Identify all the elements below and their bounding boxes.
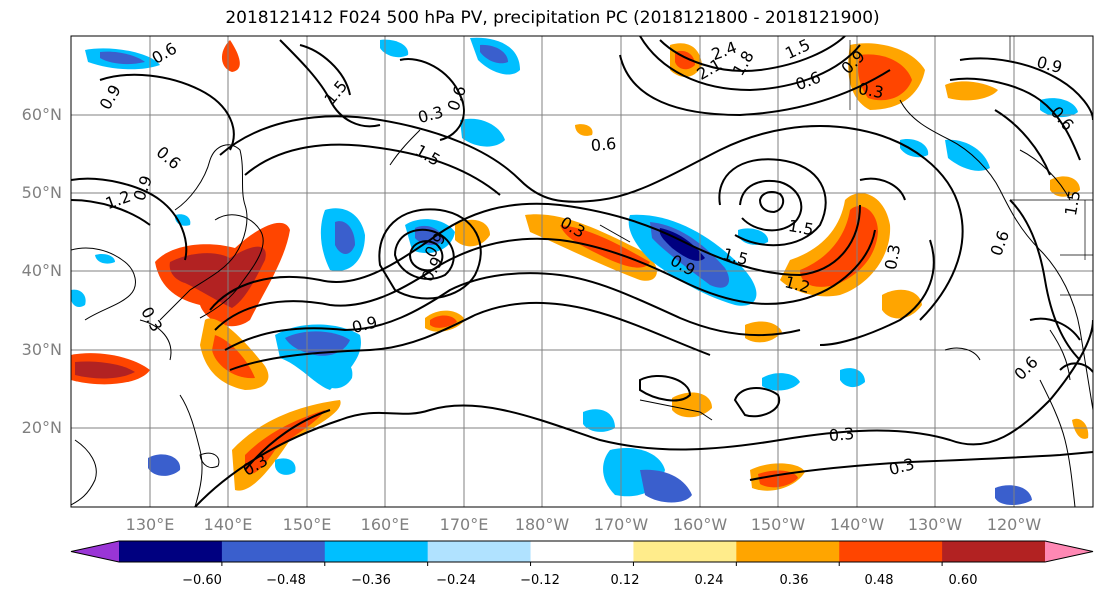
colorbar-outline [70,540,1094,563]
coastlines [71,99,1093,507]
pv-contours [71,36,1093,507]
colorbar-tick-label: 0.36 [779,573,809,588]
map-panel: 0.6 0.9 1.5 0.3 0.6 1.2 0.9 0.6 0.3 0.9 … [71,36,1093,507]
contour-label: 0.6 [590,134,617,155]
contour-label: 1.5 [787,216,815,239]
colorbar-extend-min [71,541,119,562]
map-frame [70,35,1094,508]
colorbar-tick-label: −0.12 [520,573,560,588]
contour-label: 0.3 [828,424,855,445]
map-title: 2018121412 F024 500 hPa PV, precipitatio… [225,8,880,28]
colorbar-segment [427,541,532,562]
colorbar-tick-label: 0.24 [694,573,724,588]
lon-label: 170°W [593,515,649,534]
contour-label: 0.3 [857,79,885,102]
colorbar-tick-label: 0.60 [948,573,978,588]
lon-label: 170°E [439,515,489,534]
lon-label: 180°W [514,515,570,534]
colorbar-tick-label: −0.24 [436,573,476,588]
colorbar [70,540,1094,566]
colorbar-tick-label: −0.36 [351,573,391,588]
colorbar-segment [633,541,737,562]
contour-label: 1.5 [1061,189,1084,217]
precip-shading [71,37,1089,506]
lon-label: 130°E [125,515,175,534]
colorbar-segment [119,541,223,562]
colorbar-extend-max [1045,541,1093,562]
lon-label: 140°W [829,515,885,534]
colorbar-segment [942,541,1046,562]
lon-label: 150°W [750,515,806,534]
colorbar-tick-label: 0.48 [864,573,894,588]
lon-label: 140°E [203,515,253,534]
colorbar-segment [839,541,943,562]
colorbar-segment [324,541,429,562]
lon-label: 120°W [986,515,1042,534]
political-borders [849,36,1093,296]
colorbar-tick-label: −0.60 [182,573,222,588]
lat-label: 30°N [21,340,62,359]
colorbar-tick-label: 0.12 [610,573,640,588]
lon-label: 150°E [282,515,332,534]
colorbar-segment [221,541,326,562]
lon-label: 130°W [907,515,963,534]
lat-label: 60°N [21,105,62,124]
colorbar-segment [530,541,634,562]
colorbar-tick-label: −0.48 [266,573,306,588]
lon-label: 160°W [672,515,728,534]
lat-label: 40°N [21,261,62,280]
lat-label: 20°N [21,418,62,437]
lat-label: 50°N [21,183,62,202]
colorbar-segment [736,541,840,562]
lon-label: 160°E [360,515,410,534]
contour-label: 0.3 [881,243,904,271]
